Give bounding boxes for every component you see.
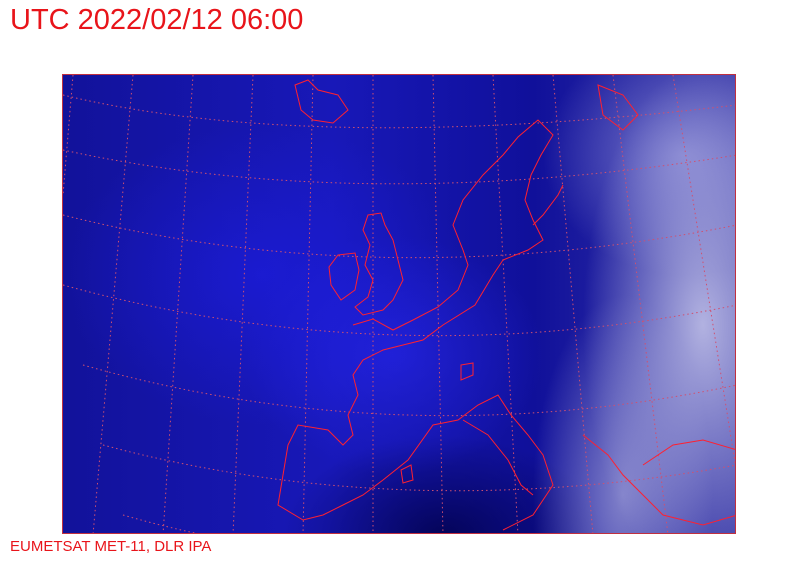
satellite-map: [62, 74, 736, 534]
map-overlay: [63, 75, 735, 533]
coastlines: [277, 79, 735, 531]
timestamp-title: UTC 2022/02/12 06:00: [10, 4, 304, 36]
source-credit: EUMETSAT MET-11, DLR IPA: [10, 538, 212, 555]
graticule: [63, 75, 735, 533]
